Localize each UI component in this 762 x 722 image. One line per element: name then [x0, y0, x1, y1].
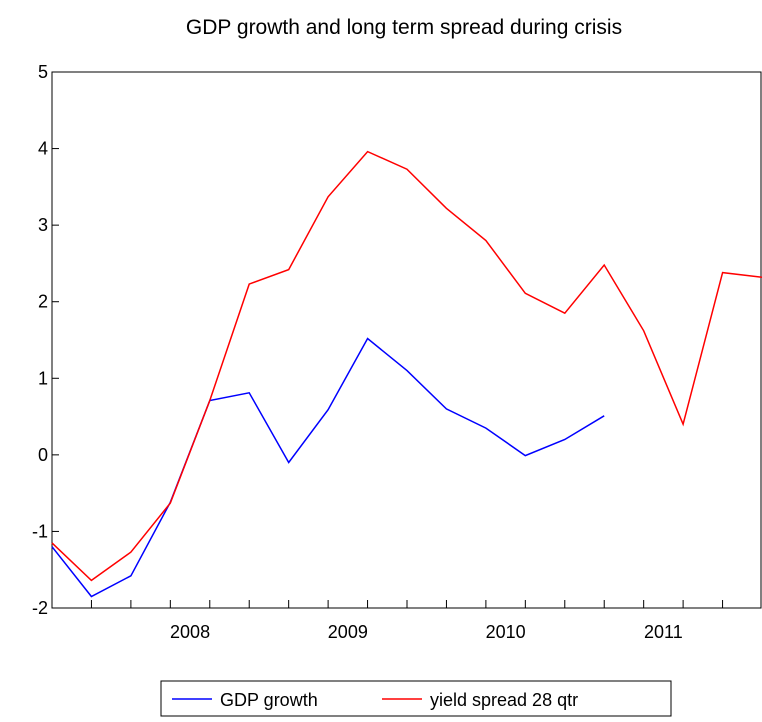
legend-label-spread: yield spread 28 qtr — [430, 690, 578, 710]
series-layer — [51, 150, 762, 598]
y-tick-label: 4 — [38, 139, 48, 159]
plot-frame — [51, 71, 762, 609]
y-axis: 5 4 3 2 1 0 -1 -2 — [32, 62, 59, 618]
y-tick-label: -2 — [32, 598, 48, 618]
chart-title: GDP growth and long term spread during c… — [186, 16, 622, 39]
plot-border — [51, 71, 762, 609]
x-axis: 2008 2009 2010 2011 — [90, 600, 724, 642]
y-tick-label: 5 — [38, 62, 48, 82]
y-tick-label: 2 — [38, 292, 48, 312]
x-tick-label: 2009 — [328, 622, 368, 642]
series-line-0 — [51, 337, 605, 598]
x-tick-label: 2011 — [644, 622, 683, 642]
x-tick-label: 2010 — [486, 622, 526, 642]
y-tick-label: 1 — [38, 368, 48, 388]
y-tick-label: 0 — [38, 445, 48, 465]
legend-label-gdp: GDP growth — [220, 690, 318, 710]
series-line-1 — [51, 150, 762, 582]
legend: GDP growth yield spread 28 qtr — [160, 680, 672, 717]
y-tick-label: -1 — [32, 521, 48, 541]
x-tick-label: 2008 — [170, 622, 210, 642]
y-tick-label: 3 — [38, 215, 48, 235]
